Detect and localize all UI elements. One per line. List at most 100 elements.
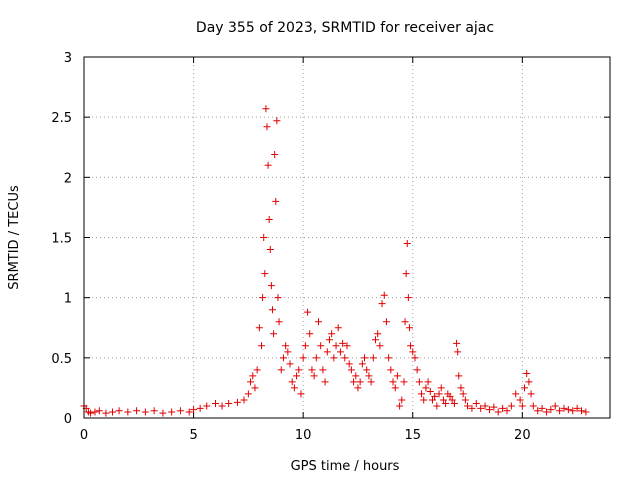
data-point [405, 324, 413, 332]
data-point [141, 408, 149, 416]
data-point [266, 246, 274, 254]
data-point [418, 390, 426, 398]
data-point [312, 354, 320, 362]
data-point [196, 404, 204, 412]
data-point [374, 330, 382, 338]
data-point [255, 324, 263, 332]
data-point [490, 403, 498, 411]
data-point [439, 396, 447, 404]
data-point [556, 407, 564, 415]
data-point [321, 378, 329, 386]
data-point [336, 348, 344, 356]
x-tick-label: 5 [189, 428, 197, 443]
data-point [310, 372, 318, 380]
data-point [350, 378, 358, 386]
data-point [249, 372, 257, 380]
data-point [448, 396, 456, 404]
data-point [225, 400, 233, 408]
data-point [573, 404, 581, 412]
data-point [262, 105, 270, 113]
data-point [203, 402, 211, 410]
data-point [323, 348, 331, 356]
data-point [464, 402, 472, 410]
data-point [494, 408, 502, 416]
data-point [560, 404, 568, 412]
data-point [317, 342, 325, 350]
data-point [547, 406, 555, 414]
y-tick-label: 0.5 [51, 352, 72, 367]
data-point [102, 409, 110, 417]
data-point [159, 409, 167, 417]
data-point [371, 336, 379, 344]
data-point [288, 378, 296, 386]
data-point [260, 234, 268, 241]
data-point [376, 342, 384, 350]
data-point [168, 408, 176, 416]
data-point [382, 318, 390, 326]
data-point [356, 378, 364, 386]
data-point [538, 404, 546, 412]
data-point [446, 392, 454, 400]
data-point [267, 282, 275, 290]
data-point [247, 378, 255, 386]
data-point [328, 330, 336, 338]
data-point [275, 318, 283, 326]
data-point [457, 384, 465, 392]
data-point [402, 270, 410, 278]
data-point [286, 360, 294, 368]
data-point [185, 408, 193, 416]
data-point [361, 354, 369, 362]
data-point [304, 308, 312, 316]
data-point [435, 390, 443, 398]
data-point [218, 402, 226, 410]
data-point [363, 366, 371, 374]
data-point [396, 402, 404, 410]
data-point [521, 384, 529, 392]
data-point [422, 384, 430, 392]
data-point [407, 342, 415, 350]
data-point [244, 390, 252, 398]
data-point [415, 378, 423, 386]
data-point [542, 408, 550, 416]
data-point [404, 294, 412, 302]
plot-frame [83, 56, 611, 419]
data-point [190, 406, 198, 414]
data-point [433, 402, 441, 410]
data-point [378, 300, 386, 308]
data-point [319, 366, 327, 374]
data-point [527, 390, 535, 398]
data-point [582, 408, 590, 416]
data-point [380, 291, 388, 299]
data-point [176, 407, 184, 415]
data-point [282, 342, 290, 350]
data-point [403, 240, 411, 248]
data-point [306, 330, 314, 338]
data-point [150, 407, 158, 415]
data-point [367, 378, 375, 386]
data-point [315, 318, 323, 326]
data-point [365, 372, 373, 380]
data-point [95, 407, 103, 415]
data-point [569, 407, 577, 415]
data-point [270, 330, 278, 338]
data-point [518, 402, 526, 410]
data-point [240, 396, 248, 404]
data-point [91, 408, 99, 416]
chart-title: Day 355 of 2023, SRMTID for receiver aja… [196, 20, 494, 36]
data-point [259, 294, 267, 302]
data-point [459, 390, 467, 398]
data-point [455, 372, 463, 380]
y-tick-label: 2 [64, 171, 72, 186]
data-point [293, 372, 301, 380]
data-point [516, 396, 524, 404]
data-point [529, 402, 537, 410]
data-point [387, 366, 395, 374]
data-point [431, 392, 439, 400]
data-point [295, 366, 303, 374]
y-tick-label: 1 [64, 292, 72, 307]
data-point [265, 215, 273, 223]
data-point [453, 339, 461, 347]
data-point [253, 366, 261, 374]
data-point [507, 402, 515, 410]
data-point [354, 384, 362, 392]
